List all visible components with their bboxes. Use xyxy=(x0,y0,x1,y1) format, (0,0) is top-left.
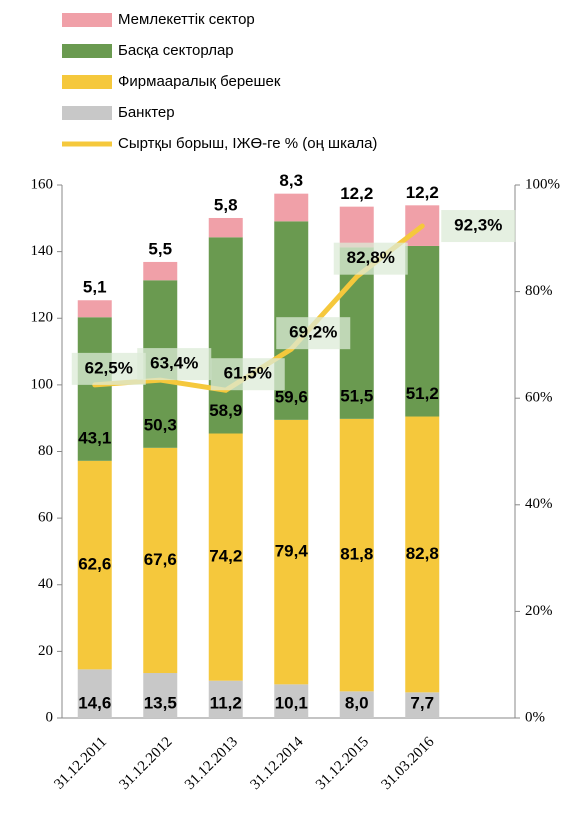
bar-segment xyxy=(208,217,243,238)
bar-segment xyxy=(77,300,112,318)
value-label-box xyxy=(333,242,408,275)
value-label: 74,2 xyxy=(209,547,242,566)
value-label: 79,4 xyxy=(275,542,309,561)
x-tick-label: 31.12.2011 xyxy=(51,734,110,793)
y-tick-label: 120 xyxy=(31,310,54,326)
value-label: 63,4% xyxy=(150,354,198,373)
value-label: 14,6 xyxy=(78,693,111,712)
value-label: 8,0 xyxy=(345,693,369,712)
y2-tick-label: 60% xyxy=(525,390,553,406)
value-label: 5,5 xyxy=(148,239,172,258)
value-label-box xyxy=(210,358,285,391)
y-tick-label: 160 xyxy=(31,176,54,192)
bar-segment xyxy=(208,433,243,681)
legend-label: Сыртқы борыш, ІЖӨ-ге % (оң шкала) xyxy=(118,135,377,152)
legend-swatch xyxy=(62,44,112,58)
bar-segment xyxy=(208,237,243,434)
bar-segment xyxy=(339,418,374,692)
legend-label: Мемлекеттік сектор xyxy=(118,11,255,28)
value-label: 69,2% xyxy=(289,323,337,342)
legend-label: Басқа секторлар xyxy=(118,42,234,59)
bar-segment xyxy=(208,680,243,718)
y-tick-label: 100 xyxy=(31,376,54,392)
value-label: 7,7 xyxy=(410,693,434,712)
x-tick-label: 31.12.2015 xyxy=(313,734,372,793)
value-label: 12,2 xyxy=(406,183,439,202)
bar-segment xyxy=(405,416,440,693)
y-tick-label: 140 xyxy=(31,243,54,259)
x-tick-label: 31.03.2016 xyxy=(378,734,437,793)
bar-segment xyxy=(339,206,374,248)
value-label: 13,5 xyxy=(144,693,177,712)
value-label: 43,1 xyxy=(78,428,111,447)
bar-segment xyxy=(339,691,374,718)
bar-segment xyxy=(77,669,112,718)
value-label: 10,1 xyxy=(275,693,308,712)
y2-tick-label: 40% xyxy=(525,496,553,512)
bar-segment xyxy=(274,419,309,685)
x-tick-label: 31.12.2014 xyxy=(247,734,306,793)
x-tick-label: 31.12.2012 xyxy=(116,734,175,793)
bar-segment xyxy=(143,261,178,281)
value-label: 62,6 xyxy=(78,555,111,574)
value-label: 8,3 xyxy=(279,171,303,190)
value-label: 82,8% xyxy=(347,248,395,267)
bar-segment xyxy=(143,447,178,674)
bar-segment xyxy=(405,245,440,417)
value-label: 82,8 xyxy=(406,544,439,563)
value-label: 81,8 xyxy=(340,545,373,564)
value-label: 62,5% xyxy=(85,358,133,377)
y2-tick-label: 20% xyxy=(525,603,553,619)
y2-tick-label: 100% xyxy=(525,176,560,192)
legend-label: Банктер xyxy=(118,104,175,121)
value-label: 51,2 xyxy=(406,384,439,403)
legend-swatch xyxy=(62,75,112,89)
y2-tick-label: 80% xyxy=(525,283,553,299)
value-label: 5,1 xyxy=(83,278,107,297)
value-label: 11,2 xyxy=(210,693,242,712)
bar-segment xyxy=(405,692,440,718)
bar-segment xyxy=(77,317,112,461)
x-tick-label: 31.12.2013 xyxy=(182,734,241,793)
y-tick-label: 60 xyxy=(38,510,53,526)
y-tick-label: 0 xyxy=(46,709,54,725)
y2-tick-label: 0% xyxy=(525,709,545,725)
legend-swatch xyxy=(62,13,112,27)
bar-segment xyxy=(77,460,112,670)
value-label: 67,6 xyxy=(144,550,177,569)
value-label: 58,9 xyxy=(209,401,242,420)
bar-segment xyxy=(274,193,309,222)
legend-label: Фирмааралық берешек xyxy=(118,73,281,90)
value-label-box xyxy=(71,352,146,385)
value-label-box xyxy=(441,210,516,243)
legend-swatch xyxy=(62,106,112,120)
value-label: 5,8 xyxy=(214,195,238,214)
y-tick-label: 80 xyxy=(38,443,53,459)
value-label: 50,3 xyxy=(144,415,177,434)
value-label: 61,5% xyxy=(224,364,272,383)
y-tick-label: 20 xyxy=(38,643,53,659)
value-label-box xyxy=(276,317,351,350)
bar-segment xyxy=(143,673,178,718)
value-label-box xyxy=(137,348,212,381)
value-label: 12,2 xyxy=(340,184,373,203)
value-label: 51,5 xyxy=(340,386,373,405)
bar-segment xyxy=(274,684,309,718)
value-label: 92,3% xyxy=(454,216,502,235)
y-tick-label: 40 xyxy=(38,576,53,592)
value-label: 59,6 xyxy=(275,387,308,406)
